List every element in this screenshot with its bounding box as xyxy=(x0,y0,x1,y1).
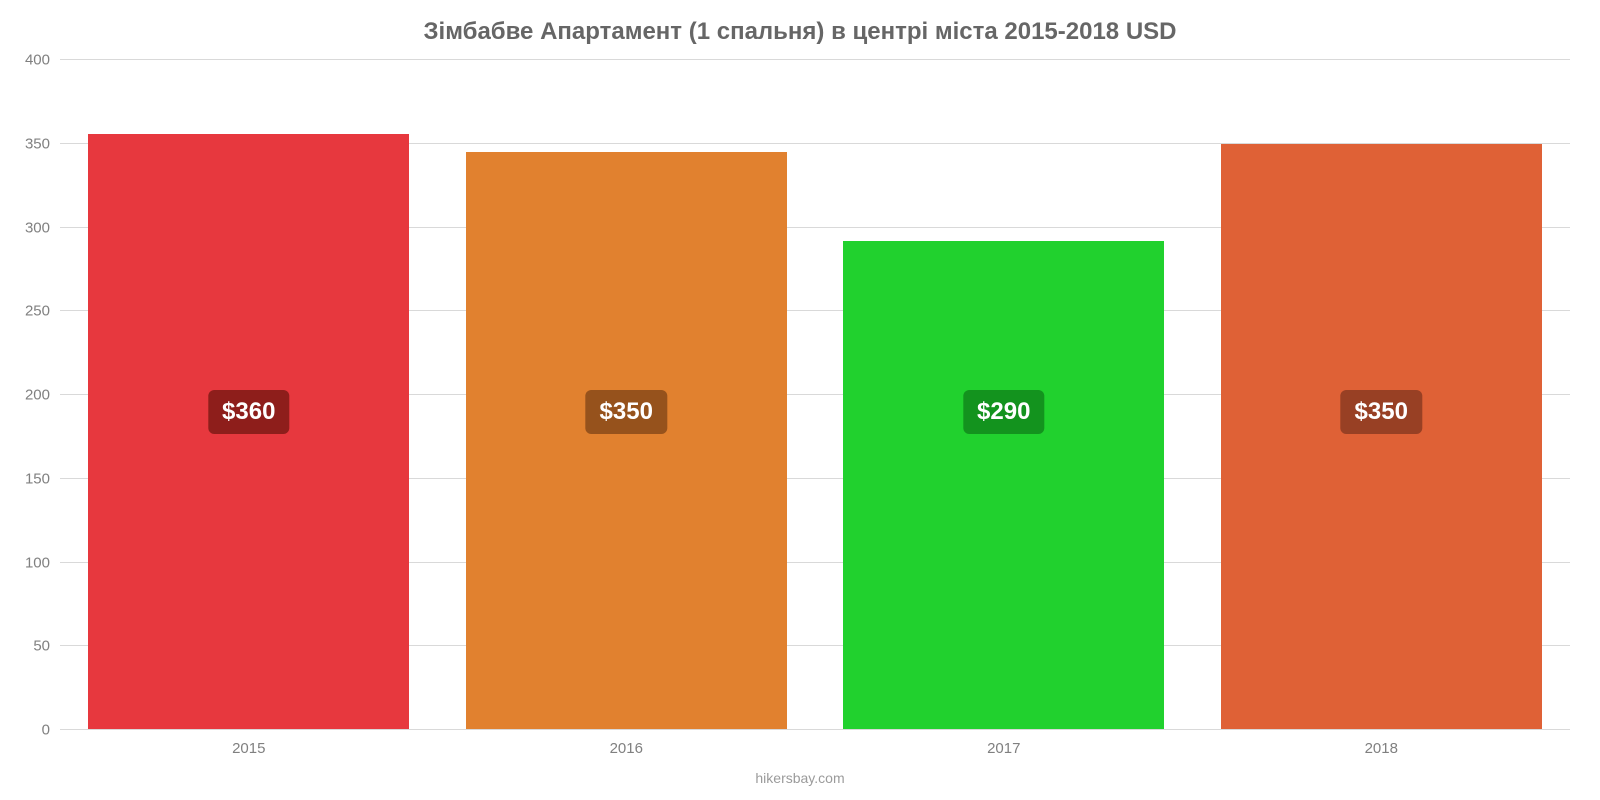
y-tick-label: 250 xyxy=(25,303,60,320)
y-tick-label: 50 xyxy=(33,638,60,655)
bar: $350 xyxy=(1221,144,1542,730)
bar-slot: $3502018 xyxy=(1193,60,1571,730)
x-tick-label: 2016 xyxy=(610,730,643,757)
chart-title: Зімбабве Апартамент (1 спальня) в центрі… xyxy=(0,0,1600,46)
plot-area: 050100150200250300350400 $3602015$350201… xyxy=(60,60,1570,730)
y-tick-label: 200 xyxy=(25,387,60,404)
bar: $360 xyxy=(88,134,409,730)
bar-slot: $3502016 xyxy=(438,60,816,730)
bar-value-label: $360 xyxy=(208,390,289,434)
y-tick-label: 300 xyxy=(25,219,60,236)
y-tick-label: 100 xyxy=(25,554,60,571)
bar-slot: $3602015 xyxy=(60,60,438,730)
y-tick-label: 350 xyxy=(25,135,60,152)
chart-container: Зімбабве Апартамент (1 спальня) в центрі… xyxy=(0,0,1600,800)
footer-credit: hikersbay.com xyxy=(0,770,1600,786)
y-tick-label: 0 xyxy=(42,722,60,739)
bar-value-label: $350 xyxy=(1341,390,1422,434)
bar-slot: $2902017 xyxy=(815,60,1193,730)
x-tick-label: 2017 xyxy=(987,730,1020,757)
bars-group: $3602015$3502016$2902017$3502018 xyxy=(60,60,1570,730)
x-tick-label: 2015 xyxy=(232,730,265,757)
bar: $290 xyxy=(843,241,1164,730)
bar: $350 xyxy=(466,152,787,730)
y-tick-label: 400 xyxy=(25,52,60,69)
bar-value-label: $290 xyxy=(963,390,1044,434)
bar-value-label: $350 xyxy=(586,390,667,434)
x-tick-label: 2018 xyxy=(1365,730,1398,757)
x-axis-baseline xyxy=(60,729,1570,730)
y-tick-label: 150 xyxy=(25,470,60,487)
